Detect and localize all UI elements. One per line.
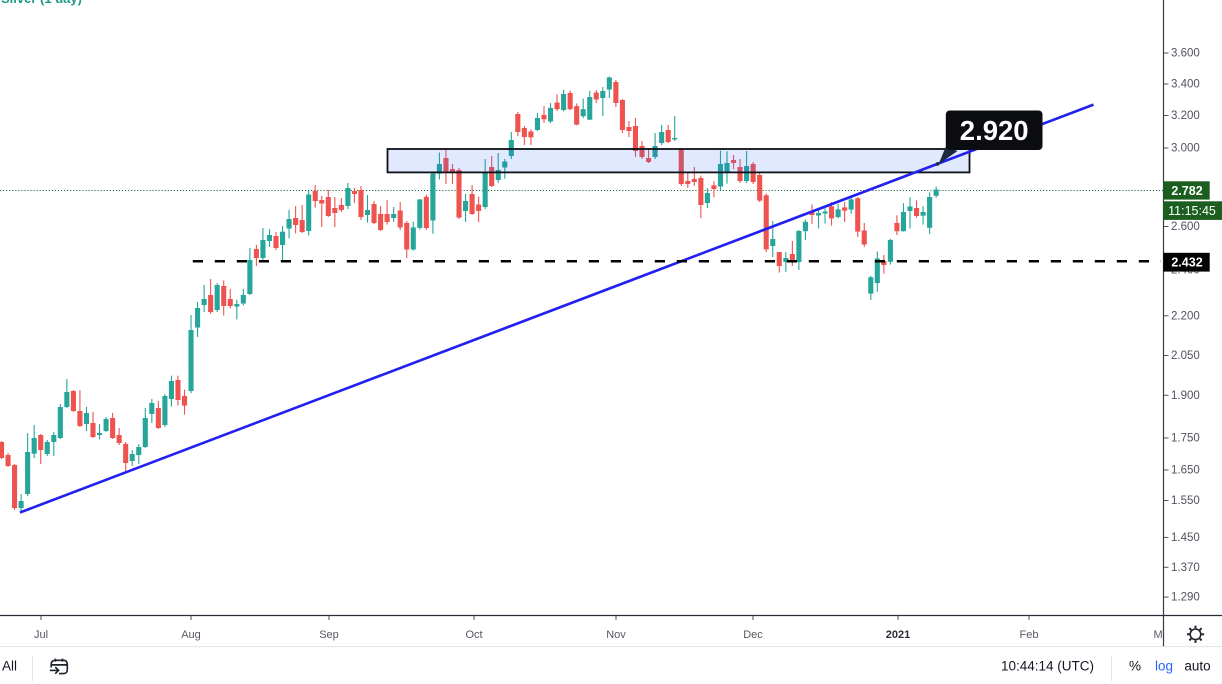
svg-text:1.550: 1.550	[1171, 495, 1200, 507]
svg-text:1.650: 1.650	[1171, 465, 1200, 477]
svg-text:Oct: Oct	[465, 629, 482, 641]
svg-text:auto: auto	[1184, 659, 1210, 674]
svg-text:3.400: 3.400	[1171, 79, 1200, 91]
svg-text:2.200: 2.200	[1171, 310, 1200, 322]
svg-text:2021: 2021	[886, 629, 910, 641]
svg-text:Nov: Nov	[606, 629, 626, 641]
svg-text:Mar: Mar	[1154, 629, 1173, 641]
svg-text:Jul: Jul	[34, 629, 48, 641]
svg-text:2.782: 2.782	[1171, 184, 1202, 198]
svg-text:10:44:14 (UTC): 10:44:14 (UTC)	[1001, 659, 1094, 674]
svg-text:All: All	[2, 659, 17, 674]
svg-text:3.600: 3.600	[1171, 48, 1200, 60]
svg-text:1.450: 1.450	[1171, 532, 1200, 544]
svg-text:Sep: Sep	[319, 629, 339, 641]
svg-text:%: %	[1129, 659, 1141, 674]
svg-text:2.600: 2.600	[1171, 221, 1200, 233]
svg-text:Dec: Dec	[743, 629, 763, 641]
svg-text:Silver (1 day): Silver (1 day)	[1, 0, 82, 6]
svg-text:1.370: 1.370	[1171, 562, 1200, 574]
svg-text:Feb: Feb	[1020, 629, 1039, 641]
svg-text:2.050: 2.050	[1171, 350, 1200, 362]
svg-text:Aug: Aug	[181, 629, 201, 641]
svg-text:11:15:45: 11:15:45	[1168, 204, 1216, 218]
svg-text:2.920: 2.920	[960, 115, 1029, 146]
svg-text:3.000: 3.000	[1171, 143, 1200, 155]
svg-text:3.200: 3.200	[1171, 110, 1200, 122]
svg-text:2.432: 2.432	[1171, 256, 1202, 270]
svg-text:log: log	[1155, 659, 1173, 674]
svg-text:1.900: 1.900	[1171, 390, 1200, 402]
svg-text:1.750: 1.750	[1171, 433, 1200, 445]
svg-text:1.290: 1.290	[1171, 592, 1200, 604]
